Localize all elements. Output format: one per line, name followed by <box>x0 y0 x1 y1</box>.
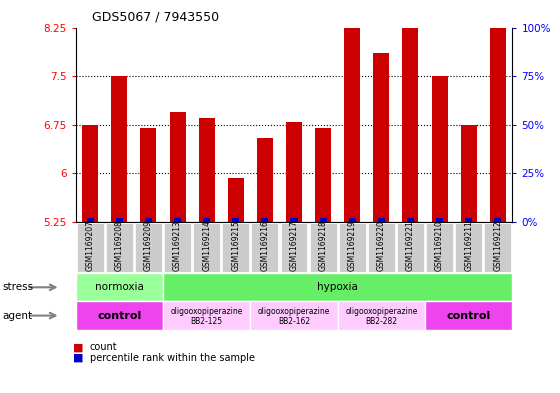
Bar <box>174 218 181 222</box>
Bar <box>232 218 239 222</box>
Text: ■: ■ <box>73 342 83 353</box>
Bar <box>374 53 389 222</box>
Bar <box>286 121 302 222</box>
Bar <box>436 218 443 222</box>
Text: GSM1169207: GSM1169207 <box>86 220 95 271</box>
Text: hypoxia: hypoxia <box>318 282 358 292</box>
Text: GSM1169212: GSM1169212 <box>493 220 502 271</box>
Text: percentile rank within the sample: percentile rank within the sample <box>90 353 255 363</box>
Bar <box>461 125 477 222</box>
Text: GDS5067 / 7943550: GDS5067 / 7943550 <box>92 11 220 24</box>
Bar <box>494 218 501 222</box>
Text: ■: ■ <box>73 353 83 363</box>
Text: GSM1169220: GSM1169220 <box>377 220 386 271</box>
Bar <box>170 112 185 222</box>
Bar <box>344 24 360 222</box>
Bar <box>145 218 152 222</box>
Text: GSM1169219: GSM1169219 <box>348 220 357 271</box>
Bar <box>141 128 156 222</box>
Text: BB2-282: BB2-282 <box>365 317 398 326</box>
Bar <box>228 178 244 222</box>
Bar <box>403 24 418 222</box>
Text: agent: agent <box>3 310 33 321</box>
Text: GSM1169208: GSM1169208 <box>115 220 124 271</box>
Bar <box>378 218 385 222</box>
Text: GSM1169217: GSM1169217 <box>290 220 298 271</box>
Bar <box>320 218 326 222</box>
Text: oligooxopiperazine: oligooxopiperazine <box>170 307 243 316</box>
Text: GSM1169209: GSM1169209 <box>144 220 153 271</box>
Text: normoxia: normoxia <box>95 282 144 292</box>
Text: oligooxopiperazine: oligooxopiperazine <box>258 307 330 316</box>
Text: count: count <box>90 342 117 353</box>
Bar <box>82 125 98 222</box>
Bar <box>262 218 268 222</box>
Text: GSM1169214: GSM1169214 <box>202 220 211 271</box>
Text: GSM1169213: GSM1169213 <box>173 220 182 271</box>
Bar <box>203 218 210 222</box>
Bar <box>111 76 127 222</box>
Text: control: control <box>97 310 142 321</box>
Text: GSM1169221: GSM1169221 <box>406 220 415 271</box>
Bar <box>407 218 414 222</box>
Text: GSM1169216: GSM1169216 <box>260 220 269 271</box>
Bar <box>349 218 356 222</box>
Text: control: control <box>446 310 491 321</box>
Bar <box>291 218 297 222</box>
Text: BB2-125: BB2-125 <box>190 317 223 326</box>
Bar <box>490 21 506 222</box>
Bar <box>465 218 472 222</box>
Text: GSM1169211: GSM1169211 <box>464 220 473 271</box>
Bar <box>315 128 331 222</box>
Text: oligooxopiperazine: oligooxopiperazine <box>345 307 418 316</box>
Text: GSM1169210: GSM1169210 <box>435 220 444 271</box>
Text: GSM1169218: GSM1169218 <box>319 220 328 271</box>
Text: GSM1169215: GSM1169215 <box>231 220 240 271</box>
Bar <box>199 118 214 222</box>
Bar <box>87 218 94 222</box>
Bar <box>432 76 447 222</box>
Bar <box>257 138 273 222</box>
Text: BB2-162: BB2-162 <box>278 317 310 326</box>
Text: stress: stress <box>3 282 34 292</box>
Bar <box>116 218 123 222</box>
